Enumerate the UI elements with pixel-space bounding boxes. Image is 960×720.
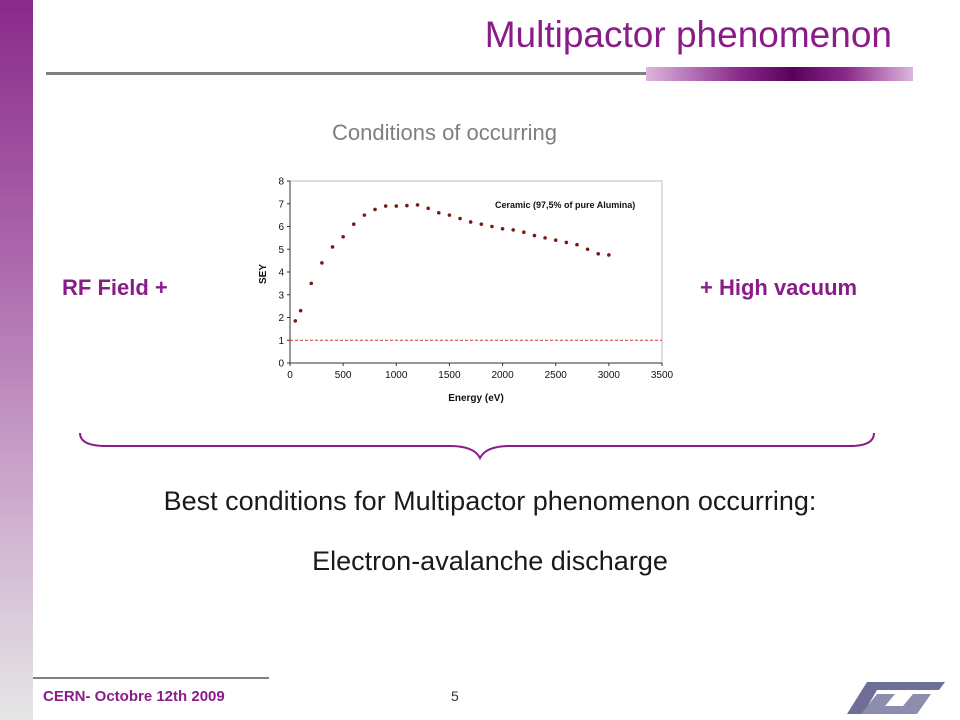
footer-text: CERN- Octobre 12th 2009 [43, 688, 225, 705]
data-point [532, 233, 537, 238]
data-point [341, 234, 345, 239]
high-vacuum-label: + High vacuum [700, 275, 858, 300]
x-tick-label: 2000 [491, 370, 514, 381]
data-point [415, 203, 420, 207]
data-point [543, 236, 547, 240]
data-point [362, 213, 367, 217]
data-point [479, 222, 484, 227]
y-tick-label: 5 [278, 245, 284, 256]
x-tick-label: 2500 [545, 370, 568, 381]
page-number: 5 [451, 688, 459, 704]
data-point [293, 319, 298, 323]
data-point [330, 245, 335, 249]
lal-logo [847, 682, 945, 714]
data-point [298, 308, 303, 313]
y-tick-label: 4 [278, 268, 284, 279]
x-tick-label: 500 [335, 370, 352, 381]
footer-divider [33, 677, 269, 679]
data-point [447, 213, 452, 217]
data-point [458, 216, 462, 221]
discharge-text: Electron-avalanche discharge [312, 546, 668, 576]
logo-lower-shape [861, 694, 931, 714]
data-point [309, 281, 314, 286]
data-point [373, 207, 377, 212]
data-point [553, 238, 558, 242]
slide-subtitle: Conditions of occurring [332, 120, 558, 145]
x-axis-label: Energy (eV) [448, 393, 504, 404]
data-point [500, 226, 505, 231]
data-point [575, 242, 579, 247]
x-tick-label: 1000 [385, 370, 408, 381]
x-axis: 0 500 1000 1500 2000 2500 3000 3500 [287, 362, 674, 381]
x-tick-label: 3000 [598, 370, 621, 381]
conclusion-text: Best conditions for Multipactor phenomen… [163, 486, 817, 516]
data-point [596, 252, 601, 256]
y-tick-label: 1 [278, 336, 284, 347]
data-point [511, 228, 515, 232]
curly-brace [79, 432, 875, 461]
x-tick-label: 1500 [438, 370, 461, 381]
data-point [564, 240, 569, 245]
y-axis: 0 1 2 3 4 5 6 7 8 [278, 177, 291, 370]
title-underline [46, 72, 646, 75]
y-axis-label: SEY [258, 264, 269, 284]
data-point [394, 204, 399, 208]
data-point [320, 261, 324, 265]
data-point [351, 222, 356, 227]
x-tick-label: 0 [287, 370, 293, 381]
y-tick-label: 0 [278, 359, 284, 370]
data-point [383, 204, 388, 208]
y-tick-label: 8 [278, 177, 284, 188]
y-tick-label: 3 [278, 290, 284, 301]
data-point [437, 211, 441, 215]
data-point [405, 203, 409, 208]
data-point [490, 224, 494, 229]
rf-field-label: RF Field + [62, 275, 168, 300]
data-point [468, 220, 473, 224]
data-points [293, 203, 611, 323]
y-tick-label: 6 [278, 222, 284, 233]
logo-upper-shape [847, 682, 945, 714]
slide-title: Multipactor phenomenon [484, 14, 892, 55]
data-point [522, 230, 526, 234]
chart-annotation: Ceramic (97,5% of pure Alumina) [495, 200, 635, 210]
data-point [607, 253, 611, 257]
data-point [585, 247, 590, 252]
left-accent-bar [0, 0, 33, 720]
y-tick-label: 7 [278, 199, 284, 210]
x-tick-label: 3500 [651, 370, 674, 381]
y-tick-label: 2 [278, 313, 284, 324]
title-accent-bar [646, 67, 913, 81]
sey-chart: 0 1 2 3 4 5 6 7 8 0 500 1000 1500 2000 2500 3000 3500 C… [258, 177, 674, 405]
data-point [426, 206, 430, 211]
